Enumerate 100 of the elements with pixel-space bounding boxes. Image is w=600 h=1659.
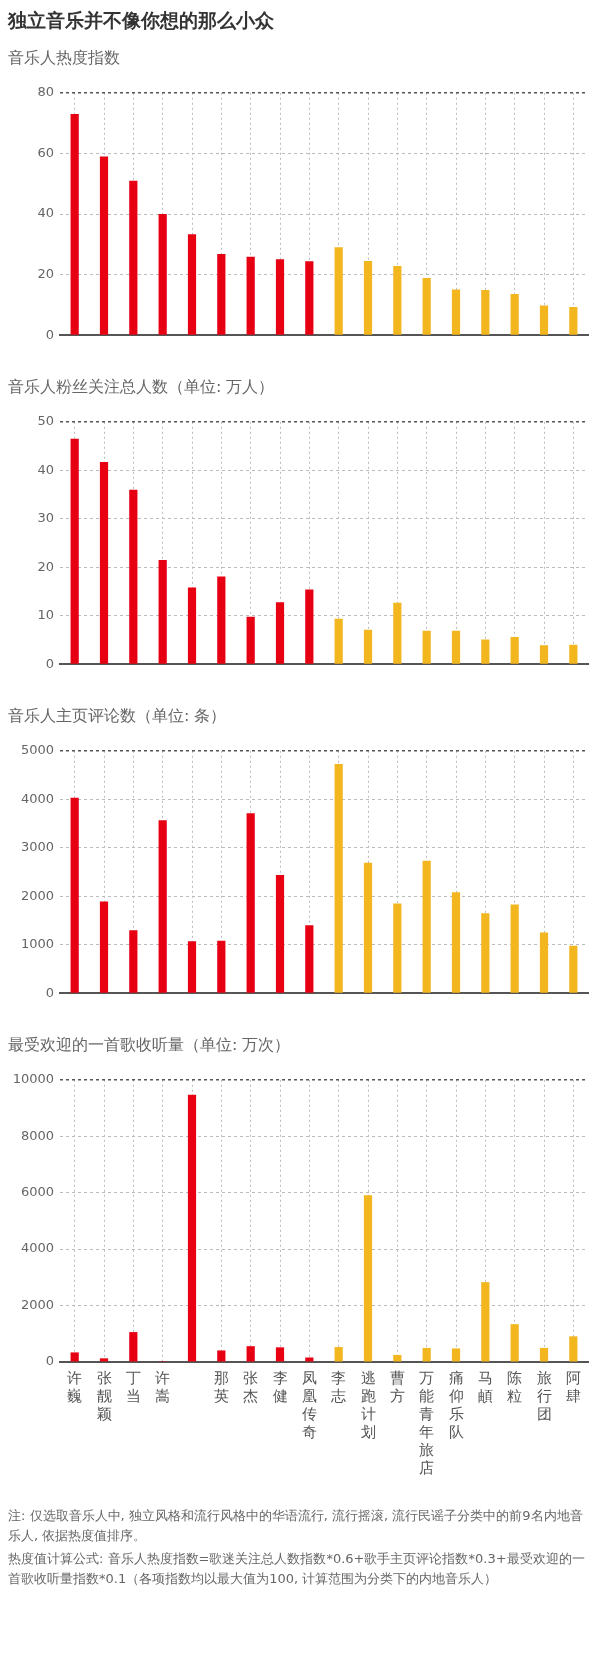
chart-title: 最受欢迎的一首歌收听量（单位: 万次）: [8, 1035, 292, 1056]
x-tick-label: 李健: [272, 1368, 288, 1405]
bar: [187, 1094, 197, 1362]
bar: [99, 1358, 109, 1362]
bar: [510, 293, 519, 335]
x-tick-label: 痛仰乐队: [448, 1368, 464, 1441]
x-tick-label: 许嵩: [155, 1368, 171, 1405]
x-tick-label: 逃跑计划: [360, 1368, 376, 1441]
bar: [539, 1347, 549, 1362]
bar: [569, 307, 578, 335]
bar: [451, 1348, 461, 1362]
bar: [246, 1346, 255, 1362]
bar: [217, 254, 226, 335]
x-tick-label: 陈粒: [507, 1368, 523, 1405]
bar: [158, 559, 167, 664]
y-tick-label: 0: [45, 655, 54, 671]
bar: [275, 874, 285, 993]
bar: [70, 1352, 79, 1362]
y-tick-label: 5000: [20, 742, 54, 758]
bar: [451, 289, 461, 335]
bar: [70, 797, 79, 993]
bar: [187, 234, 197, 335]
bar: [393, 602, 402, 664]
bar: [334, 247, 343, 335]
bar: [129, 180, 138, 335]
bar: [363, 260, 373, 335]
bar: [187, 941, 197, 993]
bar: [129, 930, 138, 993]
bar: [187, 587, 197, 664]
bar: [569, 945, 578, 993]
x-tick-label: 万能青年旅店: [419, 1368, 435, 1477]
x-tick-label: 曹方: [389, 1368, 405, 1405]
y-tick-label: 0: [45, 1353, 54, 1369]
bar: [393, 266, 402, 335]
y-tick-label: 60: [37, 144, 54, 160]
x-tick-label: 旅行团: [536, 1368, 552, 1423]
y-tick-label: 0: [45, 326, 54, 342]
bar: [305, 925, 314, 993]
y-tick-label: 50: [37, 413, 54, 429]
y-tick-label: 40: [37, 461, 54, 477]
y-tick-label: 30: [37, 510, 54, 526]
bar: [363, 862, 373, 993]
bar: [158, 214, 167, 335]
x-tick-label: 李志: [331, 1368, 347, 1405]
bar: [481, 1282, 490, 1362]
bar: [569, 644, 578, 664]
bar: [246, 256, 255, 335]
y-tick-label: 80: [37, 84, 54, 100]
y-tick-label: 10000: [12, 1071, 54, 1087]
chart-title: 独立音乐并不像你想的那么小众: [8, 8, 275, 33]
y-tick-label: 0: [45, 984, 54, 1000]
y-tick-label: 2000: [20, 887, 54, 903]
bar: [539, 932, 549, 993]
bar: [129, 1332, 138, 1362]
bar: [451, 630, 461, 664]
chart-title: 音乐人粉丝关注总人数（单位: 万人）: [8, 377, 276, 398]
bar: [275, 602, 285, 664]
x-tick-label: 许巍: [67, 1368, 83, 1405]
bar: [99, 901, 109, 993]
chart-title: 音乐人主页评论数（单位: 条）: [8, 706, 228, 727]
bar: [363, 629, 373, 664]
bar: [70, 438, 79, 664]
bar: [246, 813, 255, 993]
bar: [569, 1336, 578, 1362]
bar: [99, 156, 109, 335]
text: 注: 仅选取音乐人中, 独立风格和流行风格中的华语流行, 流行摇滚, 流行民谣子分类中的前9名内地音乐人, 依据热度值排序。: [8, 1507, 584, 1545]
x-tick-label: 丁当: [125, 1368, 141, 1405]
bar: [539, 645, 549, 664]
bar: [422, 630, 431, 664]
y-tick-label: 2000: [20, 1296, 54, 1312]
y-tick-label: 20: [37, 265, 54, 281]
x-tick-label: 阿肆: [565, 1368, 581, 1405]
y-tick-label: 8000: [20, 1127, 54, 1143]
bar: [510, 1324, 519, 1362]
x-tick-label: 那英: [213, 1368, 229, 1405]
bar: [363, 1195, 373, 1362]
bar: [70, 114, 79, 335]
bar: [334, 763, 343, 993]
bar: [334, 1347, 343, 1362]
bar: [305, 1357, 314, 1362]
bar: [451, 892, 461, 993]
bar: [305, 261, 314, 335]
bar: [481, 913, 490, 993]
bar: [539, 305, 549, 335]
bar: [422, 860, 431, 993]
bar: [393, 1354, 402, 1362]
y-tick-label: 10: [37, 607, 54, 623]
y-tick-label: 4000: [20, 790, 54, 806]
x-tick-label: 马頔: [477, 1368, 493, 1405]
x-tick-label: 张靓颖: [96, 1368, 112, 1423]
bar: [275, 259, 285, 335]
bar: [481, 290, 490, 335]
y-tick-label: 6000: [20, 1184, 54, 1200]
bar: [275, 1347, 285, 1362]
bar: [510, 637, 519, 664]
bar: [481, 639, 490, 664]
bar: [246, 616, 255, 664]
bar: [422, 277, 431, 335]
bar: [334, 618, 343, 664]
bar: [510, 904, 519, 993]
